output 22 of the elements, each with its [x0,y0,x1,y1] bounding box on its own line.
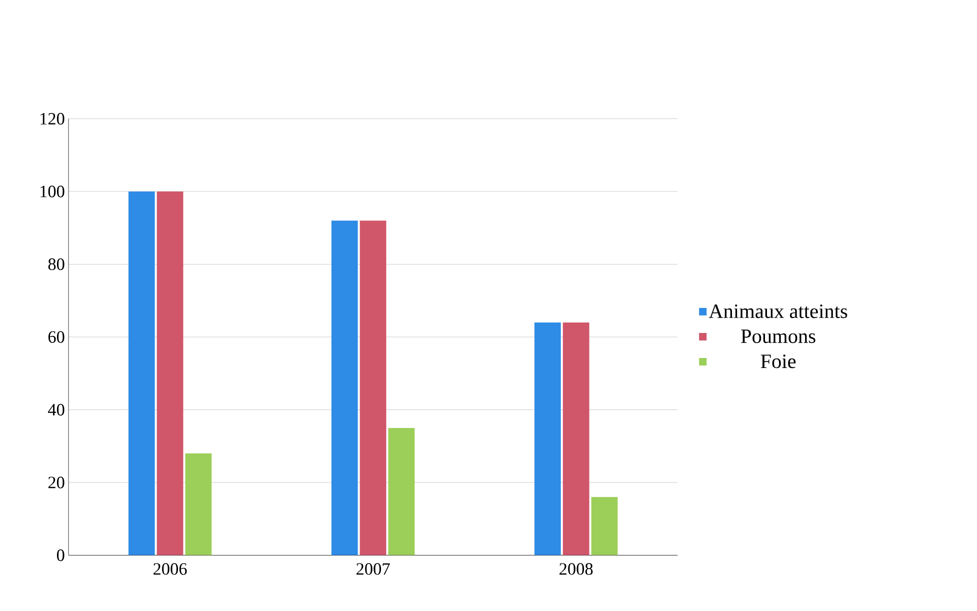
bar [534,322,561,556]
x-tick-label: 2006 [154,563,187,575]
y-tick-label: 40 [48,404,64,416]
bar [360,220,386,556]
bar [591,497,618,556]
legend-label: Animaux atteints [708,304,848,318]
bar [562,322,590,556]
legend-label: Poumons [741,330,816,344]
y-tick-label: 120 [40,112,64,125]
bar [331,220,358,556]
y-tick-label: 60 [48,331,64,343]
y-tick-label: 20 [48,476,64,488]
bar [185,453,212,556]
bar [156,191,184,556]
x-tick-label: 2008 [560,563,593,575]
y-tick-label: 100 [40,186,64,198]
y-tick-label: 80 [48,258,64,270]
y-tick-label: 0 [56,549,64,562]
text: Foie [760,354,796,368]
bar [128,191,155,556]
x-tick-label: 2007 [356,563,390,575]
bar [388,428,415,556]
